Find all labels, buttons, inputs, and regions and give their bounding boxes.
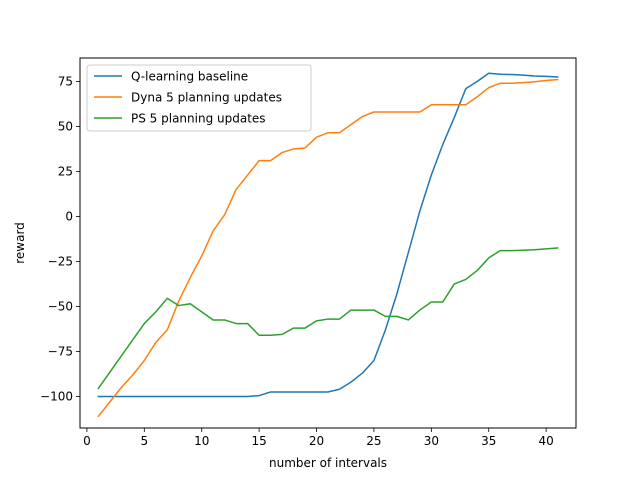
y-tick-label: −75 — [48, 344, 73, 358]
series-line-2 — [97, 78, 559, 418]
legend-label: Q-learning baseline — [131, 70, 248, 84]
plot-frame — [79, 57, 577, 429]
y-tick-label: 50 — [58, 119, 73, 133]
x-tick-label: 5 — [140, 434, 148, 448]
x-axis: 0 5 10 15 20 25 30 35 40 — [83, 428, 554, 448]
x-tick-label: 25 — [366, 434, 381, 448]
legend: Q-learning baseline Dyna 5 planning updat… — [86, 64, 312, 132]
y-axis: −100 −75 −50 −25 0 25 50 75 — [40, 74, 80, 403]
x-tick-label: 40 — [539, 434, 554, 448]
plot-area — [97, 72, 559, 418]
y-tick-label: −25 — [48, 254, 73, 268]
series-line-1 — [97, 72, 559, 398]
legend-label: PS 5 planning updates — [131, 112, 266, 126]
y-axis-label: reward — [13, 222, 27, 264]
y-tick-label: 0 — [65, 209, 73, 223]
series-line-3 — [97, 247, 559, 390]
x-tick-label: 20 — [309, 434, 324, 448]
x-tick-label: 35 — [481, 434, 496, 448]
x-tick-label: 0 — [83, 434, 91, 448]
x-axis-label: number of intervals — [269, 456, 387, 470]
y-tick-label: 25 — [58, 164, 73, 178]
legend-box — [86, 64, 312, 132]
x-tick-label: 30 — [424, 434, 439, 448]
legend-label: Dyna 5 planning updates — [131, 91, 282, 105]
x-tick-label: 10 — [194, 434, 209, 448]
y-tick-label: −50 — [48, 299, 73, 313]
y-tick-label: 75 — [58, 74, 73, 88]
y-tick-label: −100 — [40, 389, 73, 403]
x-tick-label: 15 — [251, 434, 266, 448]
